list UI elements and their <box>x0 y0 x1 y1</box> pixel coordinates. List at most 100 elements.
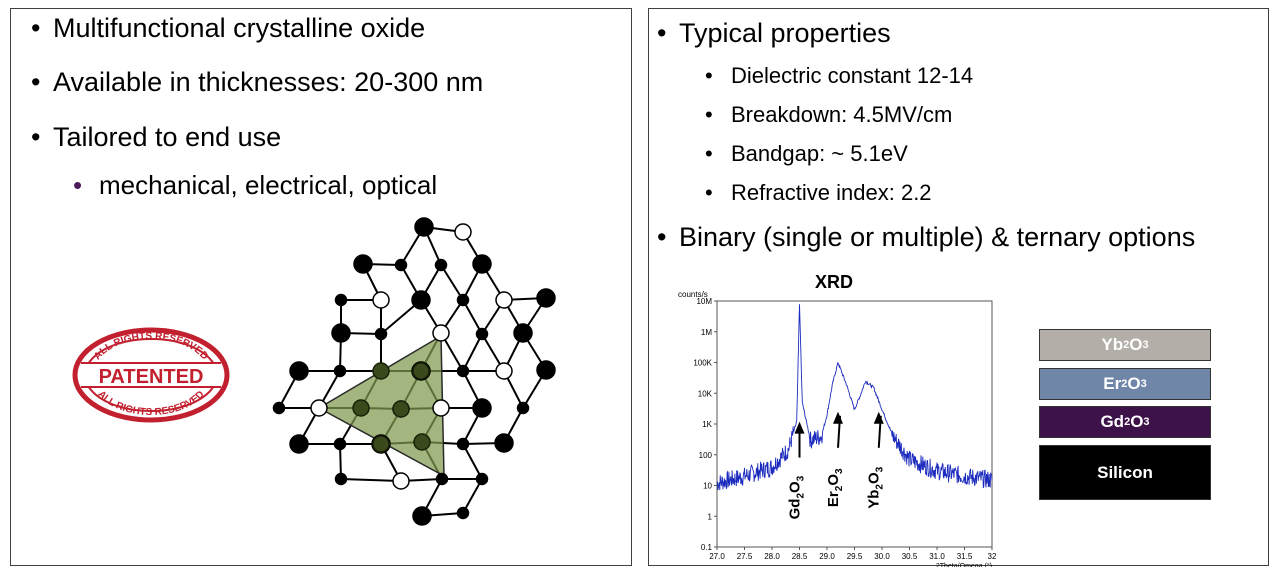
y-tick-label: 10K <box>698 389 713 398</box>
layer-silicon: Silicon <box>1039 445 1211 500</box>
bullet-dot: • <box>705 180 713 205</box>
y-axis-label: counts/s <box>678 290 708 299</box>
x-tick-label: 31.5 <box>957 552 973 561</box>
bullet-dot: • <box>705 102 713 127</box>
lattice-atom <box>454 223 472 241</box>
lattice-atom-highlighted <box>372 362 390 380</box>
lattice-atom-highlighted <box>412 362 430 380</box>
annotation-yb2o3: Yb2O3 <box>866 411 886 509</box>
bullet-binary-options: • Binary (single or multiple) & ternary o… <box>657 222 1196 252</box>
bullet-tailored: • Tailored to end use <box>31 122 282 152</box>
lattice-atom <box>536 288 556 308</box>
lattice-bond <box>440 264 464 301</box>
lattice-atom <box>495 291 513 309</box>
lattice-atom <box>456 293 470 307</box>
x-tick-label: 27.0 <box>709 552 725 561</box>
right-panel: • Typical properties • Dielectric constant… <box>648 8 1269 567</box>
lattice-atom <box>434 258 448 272</box>
lattice-atom <box>392 472 410 490</box>
bullet-dot: • <box>705 63 713 88</box>
bullet-dot: • <box>657 18 667 48</box>
lattice-atom <box>516 401 530 415</box>
bullet-dot: • <box>31 122 41 152</box>
lattice-atom <box>472 398 492 418</box>
y-tick-label: 10 <box>703 482 712 491</box>
lattice-atom <box>432 399 450 417</box>
sub-bullet-uses: • mechanical, electrical, optical <box>73 170 438 200</box>
lattice-atom <box>334 472 348 486</box>
lattice-atom <box>456 506 470 520</box>
plot-frame <box>716 300 993 548</box>
lattice-atom <box>472 254 492 274</box>
bullet-typical-properties: • Typical properties <box>657 18 891 48</box>
lattice-atom-highlighted <box>392 400 410 418</box>
lattice-atom <box>334 293 348 307</box>
xrd-chart-title: XRD <box>815 272 854 292</box>
property-bandgap: • Bandgap: ~ 5.1eV <box>705 141 908 166</box>
lattice-atom <box>536 360 556 380</box>
y-tick-label: 1 <box>708 512 713 521</box>
lattice-atom <box>475 472 489 486</box>
x-tick-label: 32 <box>988 552 997 561</box>
property-dielectric: • Dielectric constant 12-14 <box>705 63 974 88</box>
lattice-atom <box>412 506 432 526</box>
annotation-er2o3: Er2O3 <box>825 411 845 507</box>
bullet-dot: • <box>657 222 667 252</box>
lattice-atom <box>513 323 533 343</box>
lattice-atom-highlighted <box>413 433 431 451</box>
lattice-bond <box>340 478 402 482</box>
lattice-atom <box>331 323 351 343</box>
lattice-atom <box>374 327 388 341</box>
bullet-thickness: • Available in thicknesses: 20-300 nm <box>31 67 484 97</box>
y-tick-label: 1K <box>702 420 712 429</box>
x-axis-label: 2Theta/Omega (°) <box>936 562 992 567</box>
lattice-bond <box>462 333 483 372</box>
bullet-dot: • <box>705 141 713 166</box>
lattice-bond <box>462 443 483 480</box>
patented-stamp: ALL RIGHTS RESERVED PATENTED ALL RIGHTS … <box>72 327 230 423</box>
y-tick-label: 100K <box>693 359 712 368</box>
bullet-dot: • <box>73 170 83 200</box>
annotation-arrow-head <box>794 421 805 434</box>
xrd-trace <box>716 304 993 491</box>
lattice-atom-highlighted <box>372 435 390 453</box>
left-panel: • Multifunctional crystalline oxide • Avai… <box>10 8 632 566</box>
lattice-atom <box>333 364 347 378</box>
lattice-atom <box>494 433 514 453</box>
x-tick-label: 31.0 <box>929 552 945 561</box>
x-tick-label: 28.5 <box>792 552 808 561</box>
lattice-atom <box>435 472 449 486</box>
lattice-bond <box>462 299 483 335</box>
annotation-label: Er2O3 <box>825 468 845 507</box>
lattice-atom <box>372 291 390 309</box>
lattice-group <box>272 217 556 526</box>
x-tick-label: 29.0 <box>819 552 835 561</box>
bullet-multifunctional: • Multifunctional crystalline oxide <box>31 13 426 43</box>
y-tick-label: 0.1 <box>701 543 713 552</box>
x-tick-label: 29.5 <box>847 552 863 561</box>
lattice-atom <box>272 401 286 415</box>
annotation-label: Gd2O3 <box>787 475 807 519</box>
x-tick-label: 27.5 <box>737 552 753 561</box>
property-refractive: • Refractive index: 2.2 <box>705 180 932 205</box>
layer-er2o3: Er 2 O 3 <box>1039 368 1211 400</box>
lattice-atom <box>411 290 431 310</box>
x-tick-label: 30.0 <box>874 552 890 561</box>
y-tick-label: 1M <box>701 328 712 337</box>
property-breakdown: • Breakdown: 4.5MV/cm <box>705 102 953 127</box>
lattice-atom <box>475 327 489 341</box>
lattice-atom <box>456 437 470 451</box>
annotation-label: Yb2O3 <box>866 466 886 508</box>
lattice-atom <box>289 361 309 381</box>
lattice-atom <box>310 399 328 417</box>
lattice-atom <box>414 217 434 237</box>
y-tick-label: 10M <box>696 297 712 306</box>
annotation-arrow-head <box>833 411 843 424</box>
x-tick-label: 28.0 <box>764 552 780 561</box>
annotation-gd2o3: Gd2O3 <box>787 421 807 519</box>
lattice-atom <box>495 362 513 380</box>
lattice-atom-highlighted <box>352 399 370 417</box>
stamp-main-text: PATENTED <box>99 366 204 388</box>
lattice-atom <box>432 324 450 342</box>
